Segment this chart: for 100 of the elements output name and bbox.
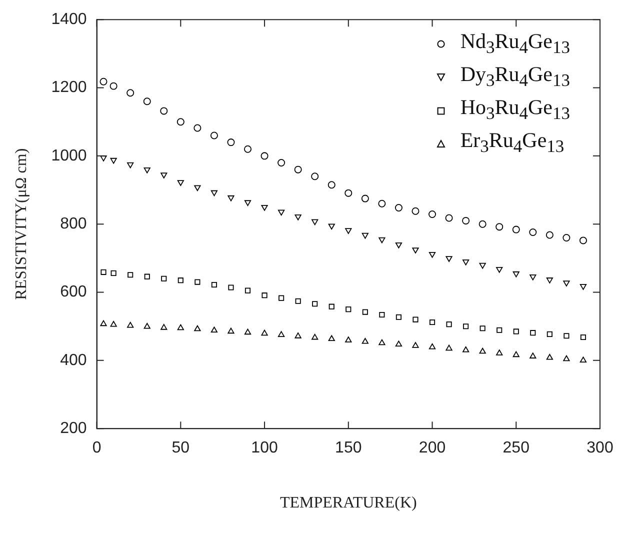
point xyxy=(429,319,436,326)
point xyxy=(294,166,302,174)
point xyxy=(210,190,218,196)
point xyxy=(128,272,134,278)
x-tick-label: 300 xyxy=(586,440,614,457)
point xyxy=(100,156,107,162)
point xyxy=(228,195,234,202)
point xyxy=(110,320,117,327)
point xyxy=(378,237,386,244)
point xyxy=(361,194,369,202)
point xyxy=(480,326,486,332)
y-tick-label: 1400 xyxy=(51,11,87,28)
legend-label: Dy$_{3}$Ru$_{4}$Ge$_{13}$ xyxy=(460,60,570,92)
point xyxy=(312,334,318,340)
legend-label: Er$_{3}$Ru$_{4}$Ge$_{13}$ xyxy=(460,127,564,158)
point xyxy=(344,189,352,197)
point xyxy=(529,228,537,236)
point xyxy=(378,339,386,346)
point xyxy=(194,185,201,192)
point xyxy=(194,124,202,132)
point xyxy=(210,326,218,333)
y-axis-title: RESISTIVITY(μΩ cm) xyxy=(12,148,30,300)
point xyxy=(479,262,486,269)
point xyxy=(395,242,402,248)
point xyxy=(462,259,470,266)
point xyxy=(462,216,470,224)
point xyxy=(580,284,587,290)
point xyxy=(512,226,520,234)
point xyxy=(211,282,217,288)
point xyxy=(228,328,234,334)
point xyxy=(362,309,368,315)
point xyxy=(580,356,587,363)
point xyxy=(100,78,108,86)
point xyxy=(512,351,520,358)
point xyxy=(345,228,352,234)
point xyxy=(479,348,486,354)
point xyxy=(228,284,234,290)
point xyxy=(160,172,168,178)
point xyxy=(110,270,116,276)
point xyxy=(563,355,570,362)
point xyxy=(227,138,235,146)
point xyxy=(362,232,368,239)
point xyxy=(378,200,386,208)
point xyxy=(462,346,470,352)
y-tick-label: 800 xyxy=(60,216,87,233)
point xyxy=(394,204,402,212)
point xyxy=(546,231,554,239)
legend-label: Ho$_{3}$Ru$_{4}$Ge$_{13}$ xyxy=(460,94,570,126)
point xyxy=(395,340,402,347)
point xyxy=(396,314,402,320)
point xyxy=(127,162,134,168)
point xyxy=(312,219,318,226)
point xyxy=(161,276,167,282)
point xyxy=(328,335,335,342)
point xyxy=(194,279,200,285)
point xyxy=(126,89,134,97)
point xyxy=(311,172,319,180)
point xyxy=(546,278,553,284)
point xyxy=(160,324,168,330)
point xyxy=(412,342,419,348)
point xyxy=(278,159,286,166)
x-tick-label: 200 xyxy=(418,440,446,457)
x-tick-label: 50 xyxy=(172,440,190,457)
point xyxy=(294,214,302,220)
point xyxy=(295,298,301,304)
point xyxy=(244,145,252,153)
point xyxy=(446,344,452,351)
point xyxy=(328,181,336,189)
point xyxy=(176,118,184,126)
point xyxy=(100,320,107,326)
point xyxy=(210,132,218,140)
point xyxy=(530,330,536,336)
point xyxy=(446,322,452,328)
point xyxy=(345,336,352,342)
point xyxy=(261,204,268,211)
point xyxy=(379,312,385,318)
y-tick-label: 200 xyxy=(60,420,87,438)
point xyxy=(546,354,553,360)
point xyxy=(177,180,184,186)
point xyxy=(428,210,436,218)
point xyxy=(194,325,201,332)
point xyxy=(143,98,151,106)
point xyxy=(412,248,419,254)
point xyxy=(346,306,352,312)
point xyxy=(362,338,368,344)
point xyxy=(110,82,118,90)
point xyxy=(428,252,436,258)
y-tick-label: 1000 xyxy=(51,147,87,164)
point xyxy=(496,350,503,356)
point xyxy=(178,278,184,284)
point xyxy=(278,295,284,301)
x-axis-title: TEMPERATURE(K) xyxy=(280,494,417,512)
point xyxy=(428,343,436,350)
point xyxy=(580,334,586,340)
point xyxy=(496,223,504,231)
point xyxy=(110,158,117,164)
point xyxy=(412,207,420,215)
point xyxy=(446,256,452,262)
x-tick-label: 0 xyxy=(92,440,102,457)
point xyxy=(546,331,552,337)
